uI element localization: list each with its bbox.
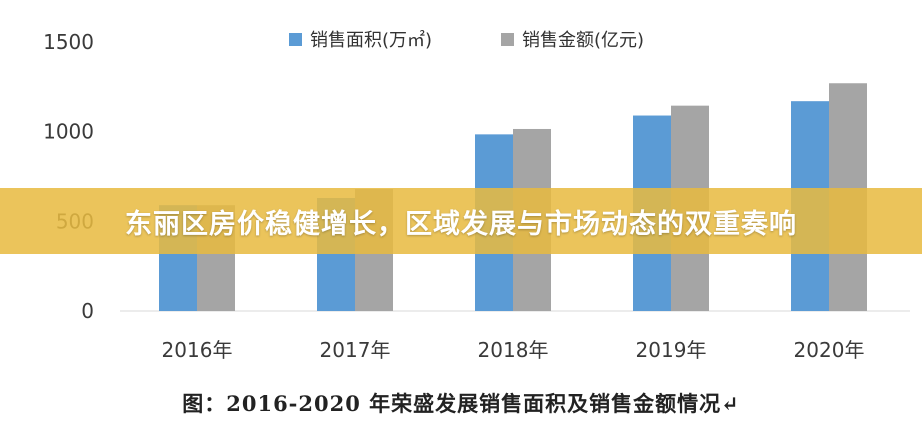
figure-caption: 图：2016-2020 年荣盛发展销售面积及销售金额情况↵ <box>182 391 740 416</box>
x-tick-label: 2017年 <box>320 338 391 362</box>
y-tick-label: 0 <box>81 299 94 323</box>
y-axis-ticks: 150010005000 <box>43 30 94 323</box>
x-tick-label: 2019年 <box>636 338 707 362</box>
y-tick-label: 1500 <box>43 30 94 54</box>
legend-label-amount: 销售金额(亿元) <box>522 30 644 51</box>
legend: 销售面积(万㎡) 销售金额(亿元) <box>289 29 644 51</box>
legend-swatch-area <box>289 33 302 46</box>
banner-headline: 东丽区房价稳健增长，区域发展与市场动态的双重奏响 <box>125 208 797 240</box>
x-tick-label: 2018年 <box>478 338 549 362</box>
legend-swatch-amount <box>501 33 514 46</box>
title-banner: 东丽区房价稳健增长，区域发展与市场动态的双重奏响 <box>0 188 922 254</box>
x-tick-label: 2016年 <box>162 338 233 362</box>
y-tick-label: 1000 <box>43 120 94 144</box>
x-axis-labels: 2016年 2017年 2018年 2019年 2020年 <box>162 338 865 362</box>
x-tick-label: 2020年 <box>794 338 865 362</box>
legend-label-area: 销售面积(万㎡) <box>310 29 432 51</box>
